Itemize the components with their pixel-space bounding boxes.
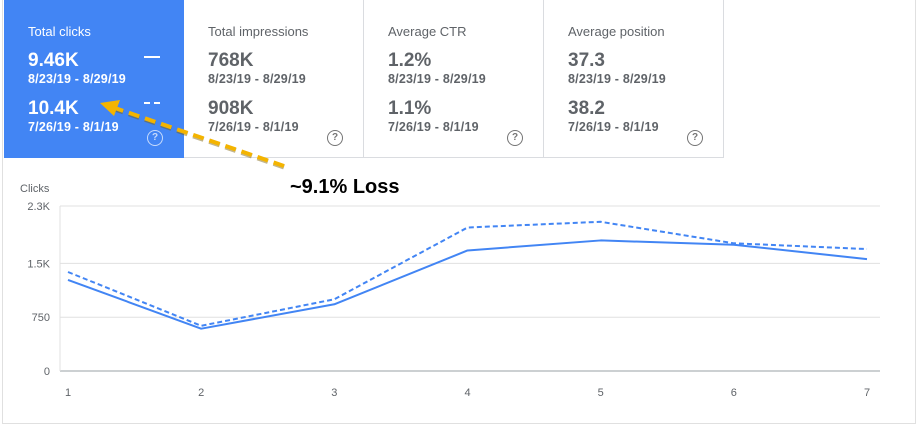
help-icon[interactable]: ? [327, 130, 343, 146]
help-icon[interactable]: ? [507, 130, 523, 146]
metric-current-value: 9.46K [28, 50, 79, 71]
metric-previous-range: 7/26/19 - 8/1/19 [28, 120, 119, 134]
y-tick-label: 1.5K [27, 258, 50, 270]
metric-current-range: 8/23/19 - 8/29/19 [388, 72, 486, 86]
metric-card-total-clicks[interactable]: Total clicks 9.46K 8/23/19 - 8/29/19 10.… [4, 0, 184, 158]
metric-current-range: 8/23/19 - 8/29/19 [208, 72, 306, 86]
loss-annotation: ~9.1% Loss [290, 176, 400, 198]
help-icon[interactable]: ? [687, 130, 703, 146]
metric-previous-range: 7/26/19 - 8/1/19 [388, 120, 479, 134]
metric-card-average-position[interactable]: Average position 37.3 8/23/19 - 8/29/19 … [544, 0, 724, 158]
metric-current-value: 768K [208, 50, 254, 71]
metric-card-average-ctr[interactable]: Average CTR 1.2% 8/23/19 - 8/29/19 1.1% … [364, 0, 544, 158]
metric-card-total-impressions[interactable]: Total impressions 768K 8/23/19 - 8/29/19… [184, 0, 364, 158]
metric-label: Average position [568, 24, 665, 39]
solid-line-legend-icon [144, 56, 160, 58]
metric-previous-range: 7/26/19 - 8/1/19 [568, 120, 659, 134]
metric-cards: Total clicks 9.46K 8/23/19 - 8/29/19 10.… [4, 0, 724, 158]
chart-y-axis-title: Clicks [20, 183, 50, 195]
x-tick-label: 3 [331, 387, 337, 399]
y-tick-label: 2.3K [27, 201, 50, 213]
x-tick-label: 4 [464, 387, 470, 399]
metric-previous-value: 1.1% [388, 98, 432, 119]
x-tick-label: 2 [198, 387, 204, 399]
current-period-line [67, 239, 868, 330]
metric-previous-value: 38.2 [568, 98, 605, 119]
help-icon[interactable]: ? [147, 130, 163, 146]
metric-previous-value: 908K [208, 98, 254, 119]
metric-label: Total impressions [208, 24, 309, 39]
annotation-arrow-head [100, 100, 120, 116]
y-tick-label: 750 [32, 312, 50, 324]
previous-period-line [67, 220, 868, 327]
metric-current-range: 8/23/19 - 8/29/19 [568, 72, 666, 86]
metric-label: Total clicks [28, 24, 91, 39]
y-tick-label: 0 [44, 366, 50, 378]
x-tick-label: 1 [65, 387, 71, 399]
metric-label: Average CTR [388, 24, 467, 39]
metric-current-value: 37.3 [568, 50, 605, 71]
x-tick-label: 6 [731, 387, 737, 399]
metric-current-value: 1.2% [388, 50, 432, 71]
x-tick-label: 7 [864, 387, 870, 399]
dashed-line-legend-icon [144, 102, 160, 104]
metric-current-range: 8/23/19 - 8/29/19 [28, 72, 126, 86]
metric-previous-value: 10.4K [28, 98, 79, 119]
metric-previous-range: 7/26/19 - 8/1/19 [208, 120, 299, 134]
annotation-arrow-line [111, 105, 285, 168]
x-tick-label: 5 [598, 387, 604, 399]
